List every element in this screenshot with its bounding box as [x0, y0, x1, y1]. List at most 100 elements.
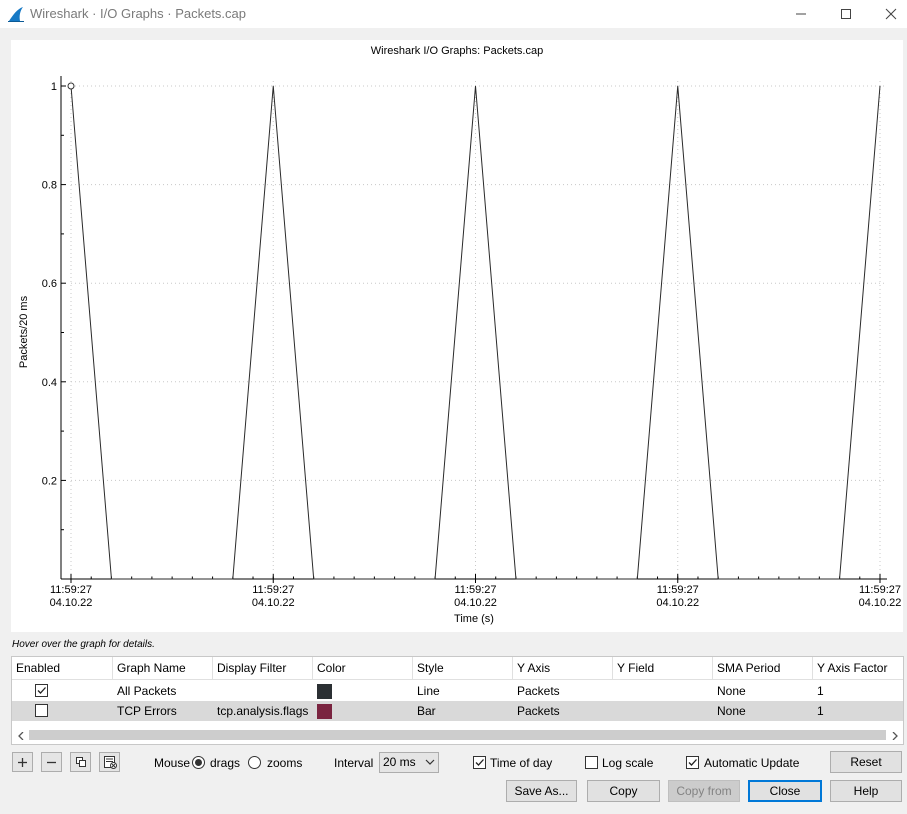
hover-hint: Hover over the graph for details. [12, 639, 155, 650]
interval-label: Interval [334, 756, 374, 770]
x-tick-label-time: 11:59:27 [252, 584, 294, 596]
copy-button[interactable]: Copy [587, 780, 660, 802]
interval-value: 20 ms [383, 755, 416, 769]
col-display-filter[interactable]: Display Filter [213, 657, 313, 680]
wireshark-fin-icon [8, 7, 24, 22]
color-swatch[interactable] [317, 704, 332, 719]
automatic-update-checkbox[interactable] [686, 756, 699, 769]
col-y-field[interactable]: Y Field [613, 657, 713, 680]
enabled-checkbox[interactable] [35, 684, 48, 697]
graph-name-cell[interactable]: All Packets [117, 684, 177, 698]
y-tick-label: 0.2 [42, 475, 57, 487]
col-color[interactable]: Color [313, 657, 413, 680]
minimize-button[interactable] [778, 0, 824, 28]
y-field-cell[interactable] [613, 681, 713, 701]
y-axis-label: Packets/20 ms [18, 295, 30, 368]
style-cell[interactable]: Bar [417, 704, 436, 718]
clear-list-icon [103, 756, 117, 769]
y-axis-cell[interactable]: Packets [517, 704, 560, 718]
scroll-thumb[interactable] [29, 730, 886, 740]
col-sma-period[interactable]: SMA Period [713, 657, 813, 680]
time-of-day-checkbox[interactable] [473, 756, 486, 769]
reset-button[interactable]: Reset [830, 751, 902, 773]
chevron-right-icon [892, 731, 898, 740]
table-row[interactable]: All Packets Line Packets None 1 [12, 681, 903, 701]
col-enabled[interactable]: Enabled [12, 657, 113, 680]
table-header: Enabled Graph Name Display Filter Color … [12, 657, 903, 680]
clear-graphs-button[interactable] [99, 752, 120, 772]
help-button[interactable]: Help [830, 780, 902, 802]
mouse-zooms-radio[interactable] [248, 756, 261, 769]
scroll-right-button[interactable] [886, 727, 903, 744]
chevron-down-icon [425, 759, 435, 765]
close-window-button[interactable] [868, 0, 907, 28]
interval-select[interactable]: 20 ms [379, 752, 439, 773]
x-tick-label-time: 11:59:27 [859, 584, 901, 596]
checkmark-icon [37, 687, 46, 694]
color-swatch[interactable] [317, 684, 332, 699]
sma-period-cell[interactable]: None [717, 704, 746, 718]
log-scale-checkbox[interactable] [585, 756, 598, 769]
display-filter-cell[interactable]: tcp.analysis.flags [217, 704, 309, 718]
duplicate-icon [75, 757, 86, 767]
io-graph-chart: 0.20.40.60.8111:59:2704.10.2211:59:2704.… [18, 45, 902, 625]
x-tick-label-time: 11:59:27 [454, 584, 496, 596]
y-tick-label: 0.8 [42, 180, 57, 192]
x-tick-label-date: 04.10.22 [656, 597, 699, 609]
maximize-button[interactable] [823, 0, 869, 28]
x-tick-label-date: 04.10.22 [859, 597, 902, 609]
log-scale-label[interactable]: Log scale [602, 756, 654, 770]
chart-title: Wireshark I/O Graphs: Packets.cap [371, 45, 543, 57]
table-row[interactable]: TCP Errors tcp.analysis.flags Bar Packet… [12, 701, 903, 721]
close-icon [885, 8, 897, 20]
close-button[interactable]: Close [748, 780, 822, 802]
zooms-label[interactable]: zooms [267, 756, 303, 770]
col-style[interactable]: Style [413, 657, 513, 680]
time-of-day-label[interactable]: Time of day [490, 756, 553, 770]
mouse-label: Mouse [154, 756, 191, 770]
x-tick-label-date: 04.10.22 [252, 597, 295, 609]
x-axis-label: Time (s) [454, 613, 494, 625]
save-as-button[interactable]: Save As... [506, 780, 577, 802]
color-cell[interactable] [313, 701, 413, 721]
graphs-table[interactable]: Enabled Graph Name Display Filter Color … [11, 656, 904, 745]
x-tick-label-date: 04.10.22 [454, 597, 497, 609]
color-cell[interactable] [313, 681, 413, 701]
display-filter-cell[interactable] [213, 681, 313, 701]
graph-name-cell[interactable]: TCP Errors [117, 704, 177, 718]
minimize-icon [796, 13, 806, 15]
mouse-drags-radio[interactable] [192, 756, 205, 769]
y-tick-label: 0.4 [42, 377, 57, 389]
checkmark-icon [688, 759, 697, 766]
y-field-cell[interactable] [613, 701, 713, 721]
sma-period-cell[interactable]: None [717, 684, 746, 698]
io-graph-plot[interactable]: 0.2 0.4 0.6 0.8 1 11:59:27 04.10.22 11:59:27 04.… [11, 40, 903, 632]
copy-graph-button[interactable] [70, 752, 91, 772]
window-title: Wireshark · I/O Graphs · Packets.cap [30, 6, 247, 21]
remove-graph-button[interactable] [41, 752, 62, 772]
title-bar: Wireshark · I/O Graphs · Packets.cap [0, 0, 907, 28]
drags-label[interactable]: drags [210, 756, 241, 770]
y-axis-cell[interactable]: Packets [517, 684, 560, 698]
y-axis-factor-cell[interactable]: 1 [817, 704, 824, 718]
add-graph-button[interactable] [12, 752, 33, 772]
y-tick-label: 0.6 [42, 278, 57, 290]
copy-from-button: Copy from [668, 780, 740, 802]
checkmark-icon [475, 759, 484, 766]
x-tick-label-time: 11:59:27 [657, 584, 699, 596]
col-graph-name[interactable]: Graph Name [113, 657, 213, 680]
maximize-icon [841, 9, 851, 19]
enabled-checkbox[interactable] [35, 704, 48, 717]
horizontal-scrollbar[interactable] [12, 727, 903, 744]
selected-point-marker [67, 82, 75, 90]
chevron-left-icon [17, 731, 23, 740]
col-y-axis-factor[interactable]: Y Axis Factor [817, 661, 888, 675]
plus-icon [18, 757, 27, 767]
scroll-left-button[interactable] [12, 727, 29, 744]
col-y-axis[interactable]: Y Axis [513, 657, 613, 680]
automatic-update-label[interactable]: Automatic Update [704, 756, 800, 770]
y-tick-label: 1 [51, 81, 57, 93]
minus-icon [47, 761, 56, 763]
style-cell[interactable]: Line [417, 684, 440, 698]
y-axis-factor-cell[interactable]: 1 [817, 684, 824, 698]
